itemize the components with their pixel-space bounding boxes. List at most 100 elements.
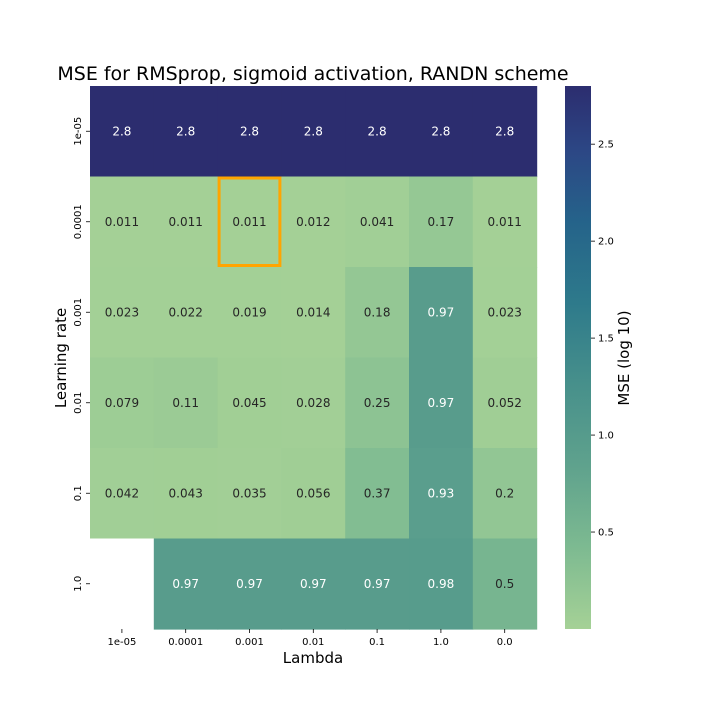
heatmap-cell <box>90 538 155 630</box>
cell-value-label: 0.97 <box>364 577 391 591</box>
heatmap-cell <box>409 267 474 359</box>
colorbar-tick-label: 2.0 <box>598 237 614 248</box>
cell-value-label: 0.97 <box>172 577 199 591</box>
cell-value-label: 0.17 <box>428 215 455 229</box>
cell-value-label: 0.041 <box>360 215 394 229</box>
cell-value-label: 2.8 <box>240 124 259 138</box>
colorbar-label: MSE (log 10) <box>615 310 633 405</box>
y-tick-label: 0.001 <box>73 298 84 327</box>
cell-value-label: 0.37 <box>364 486 391 500</box>
heatmap-cell <box>345 538 410 630</box>
heatmap-cell <box>90 448 155 540</box>
cell-value-label: 2.8 <box>112 124 131 138</box>
heatmap-cell <box>409 86 474 178</box>
heatmap-cell <box>345 357 410 449</box>
heatmap-cell <box>217 86 282 178</box>
cell-value-label: 0.052 <box>488 396 522 410</box>
cell-value-label: 0.028 <box>296 396 330 410</box>
heatmap-cell <box>345 448 410 540</box>
chart-title: MSE for RMSprop, sigmoid activation, RAN… <box>57 63 568 85</box>
heatmap-cell <box>217 176 282 268</box>
cell-value-label: 0.019 <box>232 305 266 319</box>
colorbar <box>565 86 591 629</box>
heatmap-cell <box>281 357 346 449</box>
x-tick-label: 0.0001 <box>168 637 203 648</box>
cell-value-label: 0.045 <box>232 396 266 410</box>
x-tick-labels: 1e-05 0.0001 0.001 0.01 0.1 1.0 0.0 <box>107 629 513 648</box>
heatmap-cell <box>90 357 155 449</box>
heatmap-cell <box>281 176 346 268</box>
y-axis-label: Learning rate <box>52 308 70 408</box>
heatmap-cell <box>281 538 346 630</box>
cell-value-label: 2.8 <box>368 124 387 138</box>
cell-value-label: 2.8 <box>495 124 514 138</box>
y-tick-label: 1.0 <box>73 576 84 592</box>
colorbar-tick-label: 0.5 <box>598 528 614 539</box>
cell-value-label: 0.97 <box>428 305 455 319</box>
heatmap-cell <box>409 357 474 449</box>
cell-value-label: 0.043 <box>169 486 203 500</box>
cell-value-label: 0.93 <box>428 486 455 500</box>
heatmap-cell <box>472 448 538 540</box>
cell-value-label: 0.011 <box>488 215 522 229</box>
x-tick-label: 1e-05 <box>107 637 136 648</box>
heatmap-cell <box>217 538 282 630</box>
heatmap-cell <box>409 448 474 540</box>
heatmap-cell <box>472 357 538 449</box>
heatmap-cell <box>409 538 474 630</box>
cell-value-label: 0.011 <box>232 215 266 229</box>
y-tick-label: 0.1 <box>73 485 84 501</box>
heatmap-cell <box>153 267 219 359</box>
best-cell-highlight <box>217 176 282 267</box>
colorbar-tick-label: 2.5 <box>598 140 614 151</box>
cell-value-label: 0.97 <box>300 577 327 591</box>
highlight-layer <box>217 176 282 267</box>
y-tick-labels: 1e-05 0.0001 0.001 0.01 0.1 1.0 <box>73 117 90 592</box>
cell-value-label: 0.023 <box>488 305 522 319</box>
y-tick-label: 0.0001 <box>73 204 84 239</box>
heatmap-cell <box>472 267 538 359</box>
heatmap-cell <box>281 448 346 540</box>
heatmap-cell <box>217 267 282 359</box>
cell-value-label: 0.023 <box>105 305 139 319</box>
heatmap-cell <box>409 176 474 268</box>
cell-value-label: 0.012 <box>296 215 330 229</box>
heatmap-cell <box>153 176 219 268</box>
cell-value-label: 0.014 <box>296 305 330 319</box>
cell-value-label: 0.011 <box>169 215 203 229</box>
x-tick-label: 0.001 <box>235 637 264 648</box>
cell-value-label: 2.8 <box>304 124 323 138</box>
heatmap-cell <box>472 538 538 630</box>
heatmap-cell <box>345 86 410 178</box>
cell-value-label: 0.022 <box>169 305 203 319</box>
heatmap-cell <box>472 176 538 268</box>
cell-value-label: 0.5 <box>495 577 514 591</box>
cell-value-label: 2.8 <box>431 124 450 138</box>
heatmap-cell <box>345 176 410 268</box>
cell-value-label: 0.035 <box>232 486 266 500</box>
cell-value-label: 0.97 <box>428 396 455 410</box>
heatmap-cell <box>217 357 282 449</box>
cell-value-label: 0.056 <box>296 486 330 500</box>
heatmap-cell <box>281 267 346 359</box>
cell-value-label: 0.079 <box>105 396 139 410</box>
cell-value-label: 0.11 <box>172 396 199 410</box>
heatmap-cell <box>153 357 219 449</box>
x-tick-label: 0.01 <box>302 637 324 648</box>
x-tick-label: 0.1 <box>369 637 385 648</box>
y-tick-label: 0.01 <box>73 392 84 414</box>
x-axis-label: Lambda <box>283 649 343 667</box>
x-tick-label: 1.0 <box>433 637 449 648</box>
heatmap-cell <box>217 448 282 540</box>
heatmap-cell <box>153 86 219 178</box>
colorbar-tick-label: 1.5 <box>598 334 614 345</box>
cell-value-label: 0.042 <box>105 486 139 500</box>
heatmap-cell <box>153 538 219 630</box>
x-tick-label: 0.0 <box>497 637 513 648</box>
cell-value-label: 0.011 <box>105 215 139 229</box>
heatmap-cells: 2.8 2.8 2.8 2.8 2.8 2.8 2.8 0.011 0.011 0.011 0.01… <box>90 86 538 630</box>
cell-value-label: 0.2 <box>495 486 514 500</box>
colorbar-tick-label: 1.0 <box>598 431 614 442</box>
heatmap-cell <box>472 86 538 178</box>
